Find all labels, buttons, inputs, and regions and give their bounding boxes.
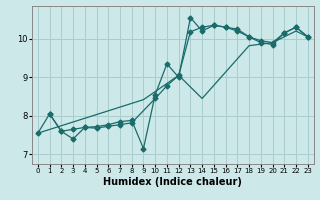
X-axis label: Humidex (Indice chaleur): Humidex (Indice chaleur) xyxy=(103,177,242,187)
